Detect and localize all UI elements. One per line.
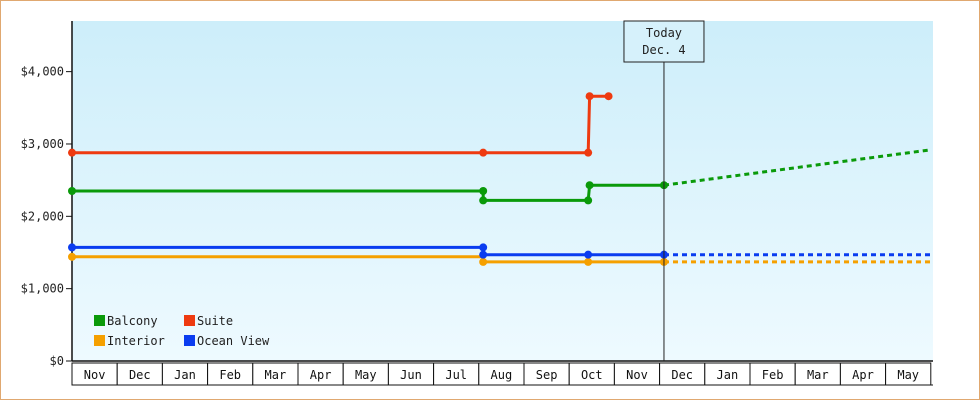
legend: Balcony Suite Interior Ocean View	[94, 314, 270, 348]
month-label: Jan	[174, 368, 196, 382]
data-point[interactable]	[68, 243, 76, 252]
data-point[interactable]	[584, 148, 593, 157]
month-label: Jun	[400, 368, 422, 382]
legend-item-suite[interactable]: Suite	[184, 314, 233, 328]
data-point[interactable]	[585, 181, 594, 190]
month-label: Feb	[762, 368, 784, 382]
today-label-line1: Today	[646, 26, 682, 40]
data-point[interactable]	[479, 243, 488, 252]
data-point[interactable]	[68, 148, 76, 157]
legend-swatch	[184, 335, 195, 346]
month-label: Apr	[310, 368, 332, 382]
legend-swatch	[94, 335, 105, 346]
legend-label: Balcony	[107, 314, 158, 328]
y-tick-label: $3,000	[21, 137, 64, 151]
month-label: Nov	[626, 368, 648, 382]
y-tick-label: $4,000	[21, 65, 64, 79]
data-point[interactable]	[479, 257, 488, 266]
month-label: May	[355, 368, 377, 382]
series-line	[72, 183, 664, 202]
series-ocean-view	[68, 243, 931, 259]
legend-swatch	[94, 315, 105, 326]
month-label: Aug	[491, 368, 513, 382]
data-point[interactable]	[479, 148, 488, 157]
x-axis: Nov Dec Jan Feb Mar Apr May Jun Jul Aug Sep Oct Nov D…	[71, 360, 933, 386]
y-tick-label: $0	[50, 354, 64, 368]
data-point[interactable]	[479, 250, 488, 259]
month-label: Jan	[717, 368, 739, 382]
today-marker: Today Dec. 4	[623, 20, 705, 361]
series-suite	[68, 92, 613, 157]
legend-swatch	[184, 315, 195, 326]
month-label: May	[897, 368, 919, 382]
month-label: Sep	[536, 368, 558, 382]
y-tick-label: $2,000	[21, 209, 64, 223]
month-label: Dec	[671, 368, 693, 382]
month-label: Mar	[265, 368, 287, 382]
month-label: Feb	[219, 368, 241, 382]
data-point[interactable]	[479, 196, 488, 205]
legend-item-balcony[interactable]: Balcony	[94, 314, 158, 328]
month-label: Mar	[807, 368, 829, 382]
data-point[interactable]	[584, 257, 593, 266]
series-layer	[68, 92, 931, 266]
month-label: Apr	[852, 368, 874, 382]
month-label: Nov	[84, 368, 106, 382]
y-tick-label: $1,000	[21, 282, 64, 296]
legend-label: Suite	[197, 314, 233, 328]
y-axis: $0 $1,000 $2,000 $3,000 $4,000	[21, 21, 73, 368]
legend-label: Interior	[107, 334, 165, 348]
data-point[interactable]	[604, 92, 613, 101]
month-label: Oct	[581, 368, 603, 382]
month-label: Dec	[129, 368, 151, 382]
data-point[interactable]	[584, 196, 593, 205]
month-label: Jul	[445, 368, 467, 382]
data-point[interactable]	[68, 187, 76, 195]
data-point[interactable]	[584, 250, 593, 259]
series-interior	[68, 252, 931, 266]
legend-label: Ocean View	[197, 334, 270, 348]
data-point[interactable]	[585, 92, 594, 101]
data-point[interactable]	[479, 187, 488, 195]
series-balcony	[68, 148, 931, 205]
data-point[interactable]	[68, 252, 76, 261]
today-label-line2: Dec. 4	[642, 43, 685, 57]
legend-item-ocean-view[interactable]: Ocean View	[184, 334, 270, 348]
today-label-box	[623, 20, 705, 63]
legend-item-interior[interactable]: Interior	[94, 334, 165, 348]
